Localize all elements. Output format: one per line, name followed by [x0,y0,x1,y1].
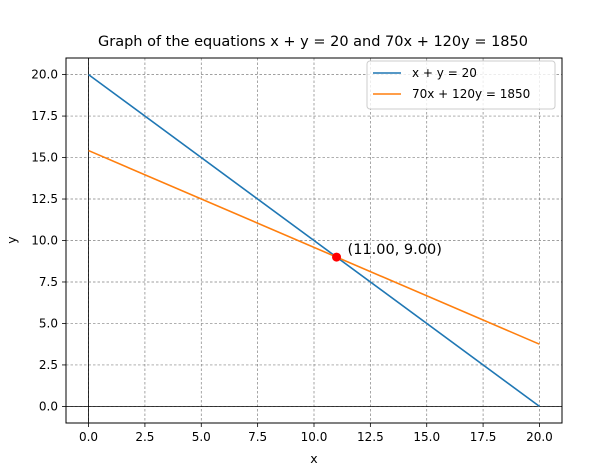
y-axis-label: y [4,236,19,244]
chart-title: Graph of the equations x + y = 20 and 70… [98,34,528,50]
x-tick-label-8: 20.0 [526,430,553,444]
intersection-label: (11.00, 9.00) [348,242,442,258]
y-tick-label-7: 17.5 [31,109,58,123]
x-tick-label-2: 5.0 [192,430,211,444]
x-tick-label-0: 0.0 [79,430,98,444]
x-tick-label-7: 17.5 [470,430,497,444]
series-line-1 [88,73,540,408]
legend-box [366,60,556,110]
legend: x + y = 20 70x + 120y = 1850 [366,60,556,110]
legend-label-2: 70x + 120y = 1850 [412,87,530,101]
series-line-2 [88,149,540,345]
y-tick-label-1: 2.5 [39,358,58,372]
x-tick-label-4: 10.0 [301,430,328,444]
x-axis-ticks: 0.0 2.5 5.0 7.5 10.0 12.5 15.0 17.5 20.0 [79,423,553,444]
intersection-point-group: (11.00, 9.00) [332,242,442,262]
y-tick-label-6: 15.0 [31,151,58,165]
reference-lines [66,58,562,423]
y-tick-label-5: 12.5 [31,192,58,206]
x-axis-label: x [310,451,317,466]
x-tick-label-6: 15.0 [413,430,440,444]
x-tick-label-1: 2.5 [135,430,154,444]
y-tick-label-3: 7.5 [39,275,58,289]
y-axis-ticks: 0.0 2.5 5.0 7.5 10.0 12.5 15.0 17.5 20.0 [31,68,66,413]
intersection-point [332,252,342,262]
series-lines [88,73,540,408]
y-tick-label-4: 10.0 [31,234,58,248]
y-tick-label-8: 20.0 [31,68,58,82]
x-tick-label-3: 7.5 [248,430,267,444]
y-tick-label-2: 5.0 [39,316,58,330]
plot-area: (11.00, 9.00) [65,57,563,424]
y-tick-label-0: 0.0 [39,399,58,413]
legend-label-1: x + y = 20 [412,66,477,80]
x-tick-label-5: 12.5 [357,430,384,444]
grid [66,58,562,423]
